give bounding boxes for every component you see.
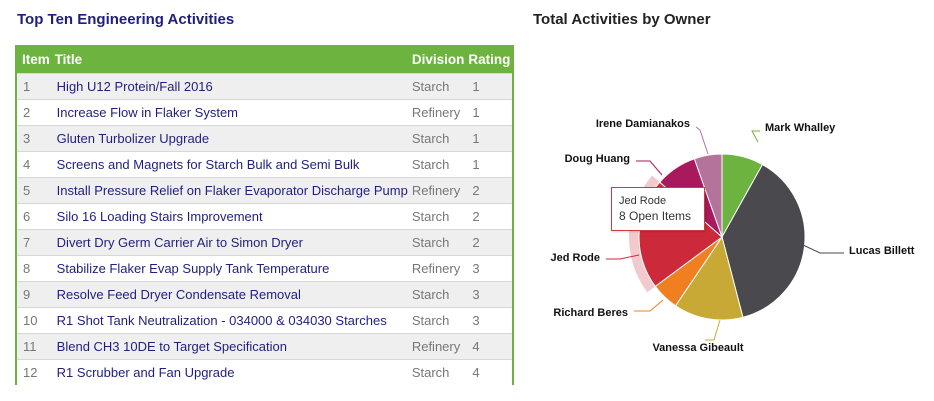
- cell-rating: 3: [464, 254, 512, 281]
- pie-label-vanessa-gibeault: Vanessa Gibeault: [652, 342, 743, 354]
- table-header-row: Item Title Division Rating: [17, 47, 512, 73]
- connector-jed-rode: [606, 254, 640, 260]
- cell-title[interactable]: Blend CH3 10DE to Target Specification: [50, 332, 408, 359]
- cell-rating: 1: [464, 124, 512, 151]
- table-row[interactable]: 12 R1 Scrubber and Fan Upgrade Starch 4: [17, 358, 512, 385]
- cell-title[interactable]: Gluten Turbolizer Upgrade: [50, 124, 408, 151]
- cell-title[interactable]: High U12 Protein/Fall 2016: [50, 72, 408, 99]
- activities-table: Item Title Division Rating 1 High U12 Pro…: [15, 45, 514, 385]
- table-row[interactable]: 10 R1 Shot Tank Neutralization - 034000 &…: [17, 306, 512, 333]
- pie-slice-lucas-billett[interactable]: [721, 163, 806, 318]
- cell-title[interactable]: Install Pressure Relief on Flaker Evapor…: [50, 176, 408, 203]
- table-row[interactable]: 3 Gluten Turbolizer Upgrade Starch 1: [17, 124, 512, 151]
- cell-division: Starch: [407, 150, 465, 177]
- cell-item: 9: [17, 280, 51, 307]
- table-title: Top Ten Engineering Activities: [17, 11, 235, 28]
- pie-label-jed-rode: Jed Rode: [550, 252, 600, 264]
- pie-label-mark-whalley: Mark Whalley: [765, 122, 836, 134]
- cell-rating: 2: [464, 228, 512, 255]
- cell-item: 6: [17, 202, 51, 229]
- cell-item: 12: [17, 358, 51, 385]
- column-header-item[interactable]: Item: [22, 52, 50, 68]
- connector-mark-whalley: [751, 130, 760, 143]
- table-row[interactable]: 4 Screens and Magnets for Starch Bulk and…: [17, 150, 512, 177]
- table-row[interactable]: 1 High U12 Protein/Fall 2016 Starch 1: [17, 72, 512, 99]
- cell-division: Refinery: [407, 332, 465, 359]
- pie-slice-vanessa-gibeault[interactable]: [674, 235, 744, 321]
- cell-rating: 4: [464, 358, 512, 385]
- owner-pie-chart: Mark Whalley Lucas Billett Vanessa Gibeaul…: [550, 118, 915, 354]
- table-row[interactable]: 9 Resolve Feed Dryer Condensate Removal St…: [17, 280, 512, 307]
- table-row[interactable]: 2 Increase Flow in Flaker System Refinery 1: [17, 98, 512, 125]
- connector-irene-damianakos: [695, 126, 709, 155]
- pie-slice-irene-damianakos[interactable]: [693, 153, 723, 238]
- cell-division: Refinery: [407, 176, 465, 203]
- cell-rating: 3: [464, 306, 512, 333]
- cell-title[interactable]: Increase Flow in Flaker System: [50, 98, 408, 125]
- cell-rating: 1: [464, 150, 512, 177]
- cell-title[interactable]: Stabilize Flaker Evap Supply Tank Temper…: [50, 254, 408, 281]
- cell-item: 10: [17, 306, 51, 333]
- cell-title[interactable]: Silo 16 Loading Stairs Improvement: [50, 202, 408, 229]
- cell-item: 2: [17, 98, 51, 125]
- cell-division: Refinery: [407, 254, 465, 281]
- table-row[interactable]: 8 Stabilize Flaker Evap Supply Tank Tempe…: [17, 254, 512, 281]
- cell-division: Refinery: [407, 98, 465, 125]
- cell-item: 7: [17, 228, 51, 255]
- cell-rating: 1: [464, 72, 512, 99]
- cell-division: Starch: [407, 124, 465, 151]
- cell-division: Starch: [407, 306, 465, 333]
- tooltip-owner-name: Jed Rode: [619, 195, 667, 207]
- column-header-division[interactable]: Division: [411, 52, 465, 68]
- connector-doug-huang: [636, 160, 663, 176]
- cell-rating: 2: [464, 176, 512, 203]
- connector-richard-beres: [634, 299, 664, 312]
- cell-division: Starch: [407, 202, 465, 229]
- cell-item: 5: [17, 176, 51, 203]
- cell-rating: 3: [464, 280, 512, 307]
- cell-item: 8: [17, 254, 51, 281]
- pie-label-irene-damianakos: Irene Damianakos: [596, 118, 690, 130]
- cell-division: Starch: [407, 280, 465, 307]
- tooltip-value: 8 Open Items: [619, 209, 692, 223]
- pie-label-lucas-billett: Lucas Billett: [849, 245, 915, 257]
- cell-title[interactable]: R1 Scrubber and Fan Upgrade: [50, 358, 408, 385]
- cell-rating: 4: [464, 332, 512, 359]
- chart-tooltip: Jed Rode 8 Open Items: [611, 187, 705, 231]
- cell-item: 11: [17, 332, 51, 359]
- cell-division: Starch: [407, 358, 465, 385]
- table-row[interactable]: 11 Blend CH3 10DE to Target Specification…: [17, 332, 512, 359]
- connector-vanessa-gibeault: [705, 319, 721, 341]
- connector-lucas-billett: [802, 244, 844, 254]
- cell-title[interactable]: Resolve Feed Dryer Condensate Removal: [50, 280, 408, 307]
- cell-title[interactable]: R1 Shot Tank Neutralization - 034000 & 0…: [50, 306, 408, 333]
- table-row[interactable]: 7 Divert Dry Germ Carrier Air to Simon Dr…: [17, 228, 512, 255]
- chart-title: Total Activities by Owner: [533, 11, 711, 28]
- pie-label-richard-beres: Richard Beres: [553, 307, 628, 319]
- cell-division: Starch: [407, 72, 465, 99]
- column-header-rating[interactable]: Rating: [468, 52, 511, 68]
- pie-label-doug-huang: Doug Huang: [565, 153, 630, 165]
- table-row[interactable]: 5 Install Pressure Relief on Flaker Evapo…: [17, 176, 512, 203]
- cell-title[interactable]: Screens and Magnets for Starch Bulk and …: [50, 150, 408, 177]
- cell-item: 3: [17, 124, 51, 151]
- cell-item: 4: [17, 150, 51, 177]
- cell-title[interactable]: Divert Dry Germ Carrier Air to Simon Dry…: [50, 228, 408, 255]
- cell-item: 1: [17, 72, 51, 99]
- cell-rating: 2: [464, 202, 512, 229]
- table-row[interactable]: 6 Silo 16 Loading Stairs Improvement Starc…: [17, 202, 512, 229]
- column-header-title[interactable]: Title: [54, 52, 83, 68]
- cell-rating: 1: [464, 98, 512, 125]
- cell-division: Starch: [407, 228, 465, 255]
